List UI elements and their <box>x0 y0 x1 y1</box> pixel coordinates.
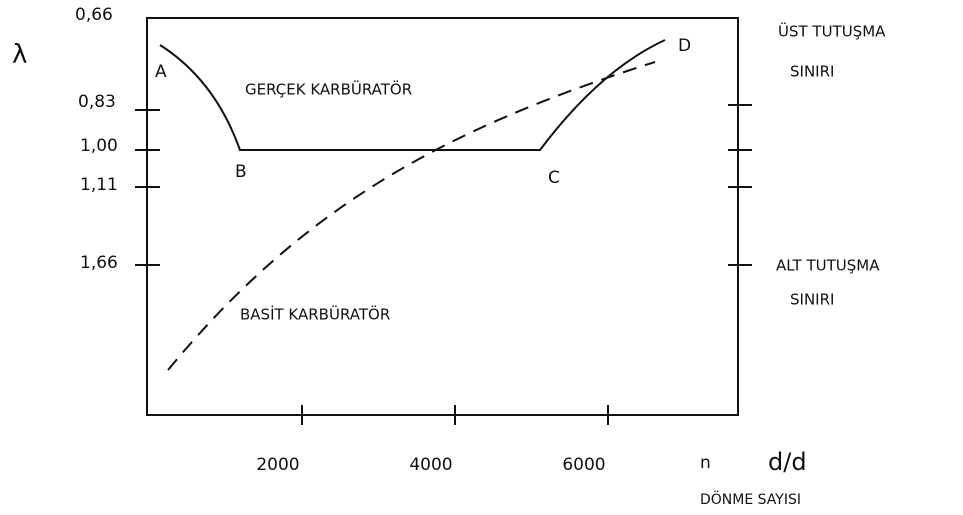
point-label: C <box>548 168 560 188</box>
point-label: A <box>155 62 167 82</box>
curve-label: BASİT KARBÜRATÖR <box>240 305 390 324</box>
y-label: 1,00 <box>80 136 118 156</box>
limit-label: SINIRI <box>790 291 834 309</box>
y-label: 0,66 <box>75 5 113 25</box>
plot-frame <box>146 17 739 416</box>
real-curve <box>159 39 666 151</box>
curve-label: GERÇEK KARBÜRATÖR <box>245 80 412 99</box>
limit-label: SINIRI <box>790 63 834 81</box>
x-symbol: n <box>700 453 711 473</box>
y-symbol: λ <box>12 40 27 70</box>
y-label: 0,83 <box>78 92 116 112</box>
x-label: 6000 <box>562 455 605 475</box>
simple-curve <box>167 61 656 371</box>
y-label: 1,66 <box>80 253 118 273</box>
x-title: DÖNME SAYISI <box>700 490 801 508</box>
point-label: B <box>235 162 247 182</box>
x-label: 4000 <box>409 455 452 475</box>
limit-label: ALT TUTUŞMA <box>776 257 880 275</box>
ticks <box>135 104 752 425</box>
point-label: D <box>678 36 691 56</box>
x-label: 2000 <box>256 455 299 475</box>
x-unit: d/d <box>768 448 807 476</box>
y-label: 1,11 <box>80 175 118 195</box>
limit-label: ÜST TUTUŞMA <box>778 22 886 41</box>
